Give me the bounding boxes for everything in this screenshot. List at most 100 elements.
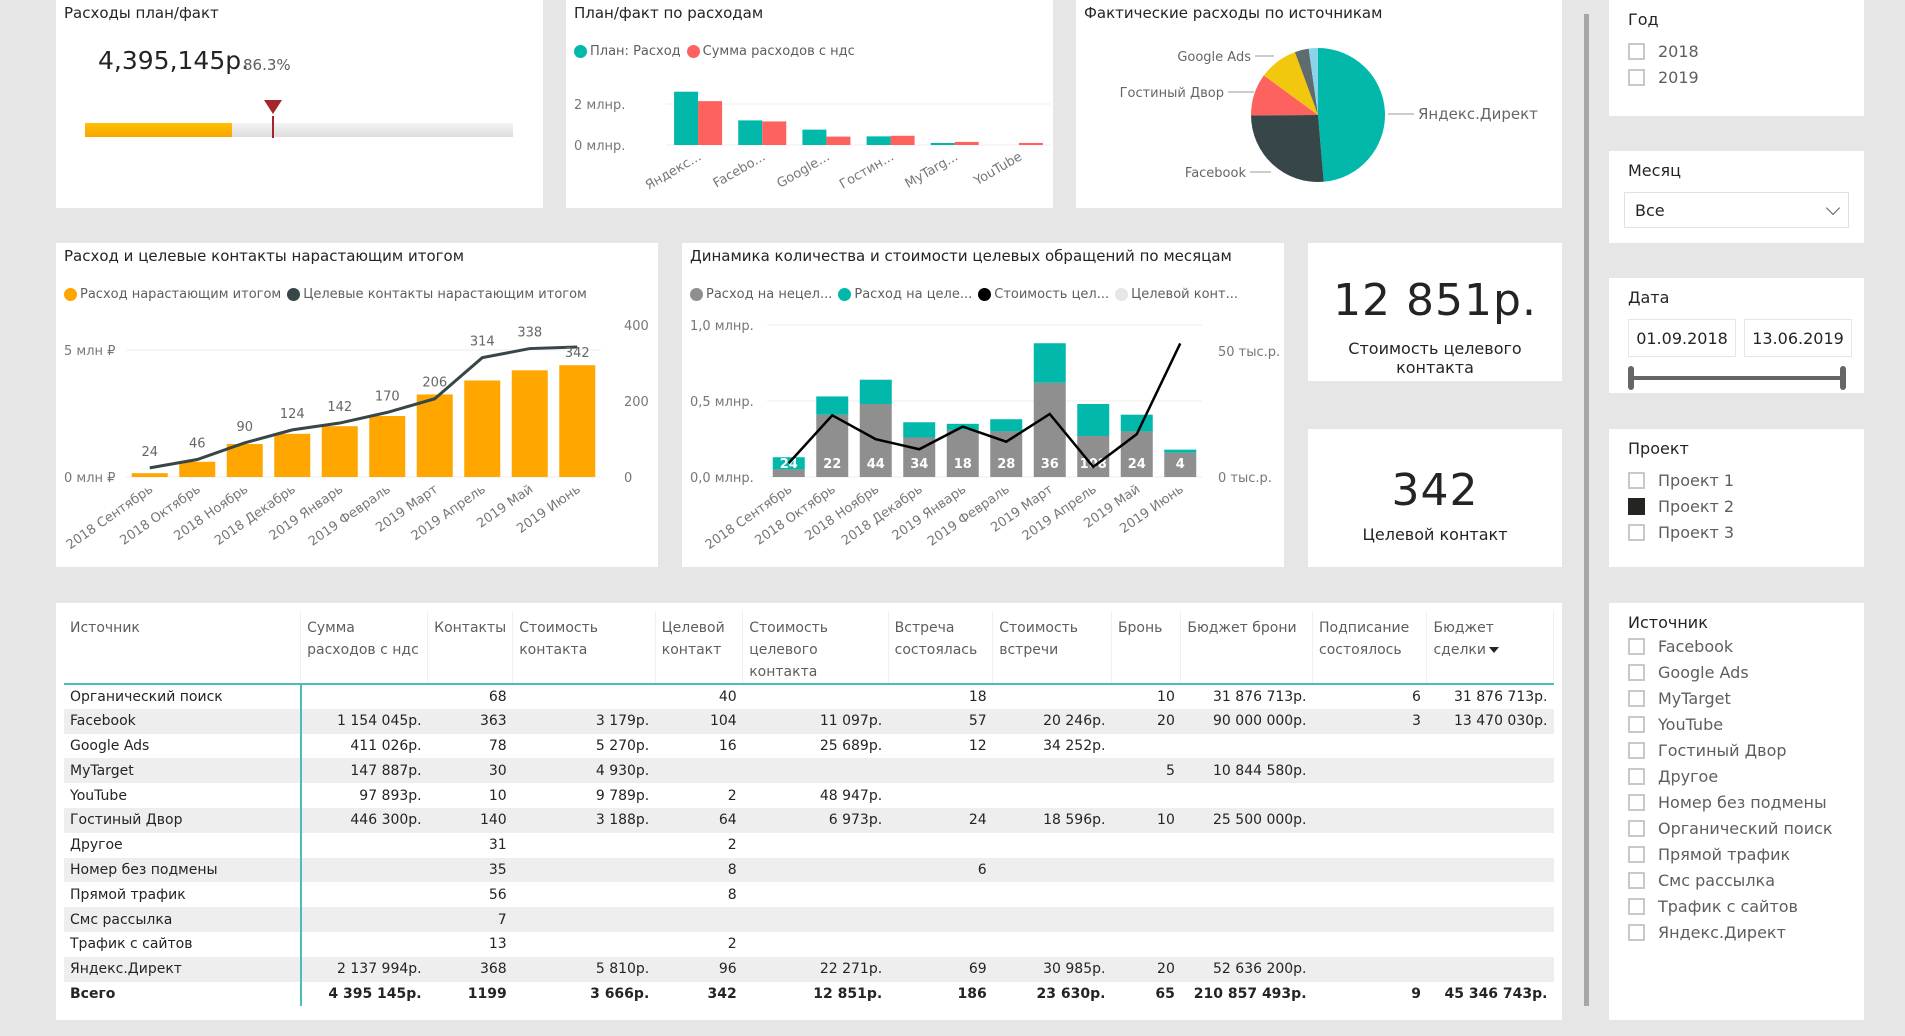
fact-bar[interactable] bbox=[698, 101, 723, 145]
target-bar[interactable] bbox=[1033, 343, 1066, 383]
table-row[interactable]: Другое 31 2 bbox=[64, 832, 1554, 858]
slicer-item[interactable]: Проект 3 bbox=[1628, 519, 1734, 545]
checkbox-icon[interactable] bbox=[1628, 793, 1645, 811]
column-header[interactable]: Подписание состоялось bbox=[1312, 611, 1428, 685]
legend-item[interactable]: Целевой конт... bbox=[1115, 287, 1238, 302]
slicer-item[interactable]: Трафик с сайтов bbox=[1628, 893, 1833, 919]
cumulative-bar[interactable] bbox=[179, 461, 216, 477]
checkbox-icon[interactable] bbox=[1628, 68, 1645, 86]
checkbox-icon[interactable] bbox=[1628, 897, 1645, 915]
nontarget-bar[interactable] bbox=[946, 429, 979, 477]
slicer-item[interactable]: Другое bbox=[1628, 763, 1833, 789]
column-header[interactable]: Встреча состоялась bbox=[888, 611, 994, 685]
pie-slice[interactable] bbox=[1308, 48, 1318, 115]
checkbox-icon[interactable] bbox=[1628, 471, 1645, 489]
date-range-end-handle[interactable] bbox=[1840, 366, 1846, 390]
cumulative-bar[interactable] bbox=[559, 365, 596, 477]
legend-item[interactable]: Целевые контакты нарастающим итогом bbox=[287, 287, 587, 302]
slicer-item[interactable]: Проект 1 bbox=[1628, 467, 1734, 493]
cumulative-bar[interactable] bbox=[511, 370, 548, 477]
table-row[interactable]: Номер без подмены 35 8 6 bbox=[64, 857, 1554, 883]
checkbox-icon[interactable] bbox=[1628, 923, 1645, 941]
column-header[interactable]: Сумма расходов с ндс bbox=[300, 611, 429, 685]
checkbox-icon[interactable] bbox=[1628, 637, 1645, 655]
slicer-item[interactable]: Яндекс.Директ bbox=[1628, 919, 1833, 945]
table-row[interactable]: Google Ads 411 026р. 78 5 270р. 16 25 689р. 12… bbox=[64, 733, 1554, 759]
slicer-item[interactable]: Номер без подмены bbox=[1628, 789, 1833, 815]
checkbox-icon[interactable] bbox=[1628, 42, 1645, 60]
fact-bar[interactable] bbox=[826, 136, 851, 145]
slicer-item[interactable]: Прямой трафик bbox=[1628, 841, 1833, 867]
fact-bar[interactable] bbox=[1018, 142, 1043, 145]
column-header[interactable]: Стоимость целевого контакта bbox=[742, 611, 889, 685]
cumulative-bar[interactable] bbox=[131, 473, 168, 477]
page-scrollbar[interactable] bbox=[1584, 14, 1589, 1006]
slicer-item[interactable]: YouTube bbox=[1628, 711, 1833, 737]
column-header[interactable]: Стоимость встречи bbox=[992, 611, 1112, 685]
table-row[interactable]: Яндекс.Директ 2 137 994р. 368 5 810р. 96 22 2… bbox=[64, 956, 1554, 982]
table-row[interactable]: Трафик с сайтов 13 2 bbox=[64, 931, 1554, 957]
table-row[interactable]: Гостиный Двор 446 300р. 140 3 188р. 64 6 973р… bbox=[64, 807, 1554, 833]
target-bar[interactable] bbox=[772, 457, 805, 470]
table-row[interactable]: Органический поиск 68 40 18 10 31 876 713р. 6 3… bbox=[64, 684, 1554, 709]
cumulative-bar[interactable] bbox=[321, 426, 358, 477]
cumulative-bar[interactable] bbox=[369, 416, 406, 477]
pie-slice[interactable] bbox=[1251, 75, 1318, 116]
fact-bar[interactable] bbox=[890, 135, 915, 145]
column-header[interactable]: Стоимость контакта bbox=[512, 611, 656, 685]
plan-bar[interactable] bbox=[802, 129, 827, 145]
slicer-item[interactable]: Смс рассылка bbox=[1628, 867, 1833, 893]
nontarget-bar[interactable] bbox=[1033, 382, 1066, 477]
slicer-item[interactable]: Гостиный Двор bbox=[1628, 737, 1833, 763]
column-header[interactable]: Бюджет сделки bbox=[1426, 611, 1554, 685]
date-to-input[interactable]: 13.06.2019 bbox=[1744, 319, 1852, 357]
cumulative-bar[interactable] bbox=[464, 380, 501, 477]
legend-item[interactable]: Стоимость цел... bbox=[978, 287, 1109, 302]
plan-bar[interactable] bbox=[738, 120, 763, 145]
cumulative-bar[interactable] bbox=[416, 394, 453, 477]
checkbox-icon[interactable] bbox=[1628, 663, 1645, 681]
checkbox-icon[interactable] bbox=[1628, 523, 1645, 541]
slicer-item[interactable]: Проект 2 bbox=[1628, 493, 1734, 519]
cost-line[interactable] bbox=[787, 342, 1182, 469]
checkbox-icon[interactable] bbox=[1628, 845, 1645, 863]
plan-bar[interactable] bbox=[674, 91, 699, 145]
slicer-item[interactable]: 2018 bbox=[1628, 38, 1699, 64]
checkbox-icon[interactable] bbox=[1628, 741, 1645, 759]
fact-bar[interactable] bbox=[762, 121, 787, 145]
checkbox-icon[interactable] bbox=[1628, 767, 1645, 785]
cumulative-bar[interactable] bbox=[226, 443, 263, 477]
table-row[interactable]: YouTube 97 893р. 10 9 789р. 2 48 947р. bbox=[64, 783, 1554, 808]
plan-bar[interactable] bbox=[930, 143, 955, 145]
legend-item[interactable]: Расход на нецел... bbox=[690, 287, 832, 302]
slicer-item[interactable]: 2019 bbox=[1628, 64, 1699, 90]
target-bar[interactable] bbox=[1120, 414, 1153, 432]
month-dropdown[interactable]: Все bbox=[1624, 192, 1849, 228]
slicer-item[interactable]: Google Ads bbox=[1628, 659, 1833, 685]
target-bar[interactable] bbox=[816, 396, 849, 415]
checkbox-icon[interactable] bbox=[1628, 689, 1645, 707]
legend-item[interactable]: Расход нарастающим итогом bbox=[64, 287, 281, 302]
legend-item[interactable]: Сумма расходов с ндс bbox=[686, 44, 855, 59]
column-header[interactable]: Бюджет брони bbox=[1180, 611, 1314, 685]
target-bar[interactable] bbox=[859, 379, 892, 405]
column-header[interactable]: Бронь bbox=[1111, 611, 1182, 685]
nontarget-bar[interactable] bbox=[772, 469, 805, 477]
pie-slice[interactable] bbox=[1294, 48, 1318, 116]
fact-bar[interactable] bbox=[954, 141, 979, 145]
slicer-item[interactable]: Органический поиск bbox=[1628, 815, 1833, 841]
target-bar[interactable] bbox=[1077, 404, 1110, 436]
date-from-input[interactable]: 01.09.2018 bbox=[1628, 319, 1736, 357]
nontarget-bar[interactable] bbox=[816, 414, 849, 477]
column-header[interactable]: Контакты bbox=[427, 611, 514, 685]
target-bar[interactable] bbox=[1164, 449, 1197, 453]
legend-item[interactable]: Расход на целе... bbox=[838, 287, 972, 302]
plan-bar[interactable] bbox=[866, 136, 891, 145]
slicer-item[interactable]: MyTarget bbox=[1628, 685, 1833, 711]
target-bar[interactable] bbox=[903, 422, 936, 438]
pie-slice[interactable] bbox=[1263, 52, 1318, 115]
nontarget-bar[interactable] bbox=[1077, 435, 1110, 477]
table-row[interactable]: Прямой трафик 56 8 bbox=[64, 882, 1554, 908]
checkbox-icon[interactable] bbox=[1628, 819, 1645, 837]
column-header[interactable]: Целевой контакт bbox=[655, 611, 744, 685]
